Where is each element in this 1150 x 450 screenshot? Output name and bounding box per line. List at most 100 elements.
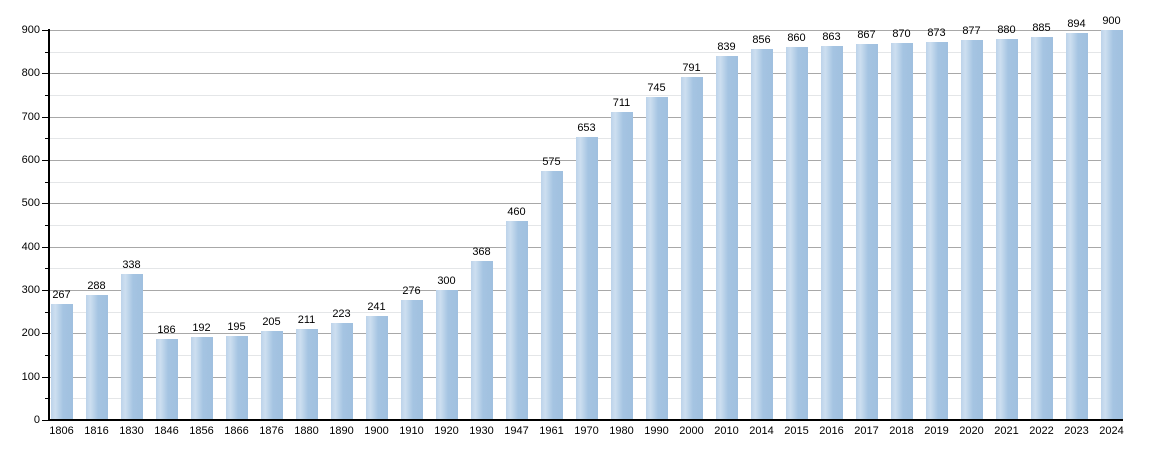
bar-value-label: 856 xyxy=(752,34,771,47)
x-axis-tick-label: 1866 xyxy=(224,425,249,437)
x-axis-tick-label: 1830 xyxy=(119,425,144,437)
x-axis-tick-label: 2021 xyxy=(994,425,1019,437)
bar xyxy=(610,111,633,420)
bar xyxy=(575,137,598,420)
bar xyxy=(470,260,493,420)
bar xyxy=(995,38,1018,420)
y-axis-tick-label: 500 xyxy=(21,197,40,210)
bar xyxy=(225,335,248,420)
bar xyxy=(1100,30,1123,420)
y-axis-line xyxy=(48,29,50,420)
y-axis-minor-tick xyxy=(45,95,49,96)
bar-value-label: 873 xyxy=(927,26,946,39)
x-axis-tick-label: 1846 xyxy=(154,425,179,437)
bar-value-label: 195 xyxy=(227,320,246,333)
bar xyxy=(820,46,843,420)
bar xyxy=(120,273,143,420)
bar-value-label: 241 xyxy=(367,300,386,313)
bar-value-label: 791 xyxy=(682,62,701,75)
bar-value-label: 653 xyxy=(577,122,596,135)
bar-value-label: 192 xyxy=(192,321,211,334)
y-axis-tick xyxy=(42,160,49,161)
bar xyxy=(85,295,108,420)
x-axis-tick-label: 1890 xyxy=(329,425,354,437)
y-axis-minor-tick xyxy=(45,225,49,226)
bar xyxy=(715,56,738,420)
bar xyxy=(1030,36,1053,420)
bar xyxy=(890,43,913,420)
bar-value-label: 867 xyxy=(857,29,876,42)
x-axis-tick-label: 2010 xyxy=(714,425,739,437)
x-axis-tick-label: 2024 xyxy=(1099,425,1124,437)
bar xyxy=(680,77,703,420)
y-axis-tick-label: 0 xyxy=(33,414,40,426)
x-axis-tick-label: 2020 xyxy=(959,425,984,437)
x-axis-tick-label: 1980 xyxy=(609,425,634,437)
bar-value-label: 288 xyxy=(87,280,106,293)
bar-value-label: 338 xyxy=(122,258,141,271)
y-axis-minor-tick xyxy=(45,268,49,270)
bar xyxy=(400,300,423,420)
bar-value-label: 276 xyxy=(402,285,421,298)
bar-value-label: 877 xyxy=(962,24,981,37)
x-axis-line xyxy=(48,419,1123,421)
bar-value-label: 186 xyxy=(157,324,176,337)
y-axis-tick xyxy=(42,203,49,205)
y-axis-tick xyxy=(42,30,49,31)
x-axis-tick-label: 2015 xyxy=(784,425,809,437)
bar-value-label: 575 xyxy=(542,155,561,168)
y-axis-tick-label: 800 xyxy=(21,67,40,80)
y-axis-tick xyxy=(42,116,49,118)
x-axis-tick-label: 1970 xyxy=(574,425,599,437)
bar xyxy=(540,170,563,420)
bar xyxy=(260,331,283,420)
y-axis-minor-tick xyxy=(45,355,49,356)
bar xyxy=(750,49,773,420)
bar-value-label: 839 xyxy=(717,41,736,54)
bar-value-label: 267 xyxy=(52,289,71,302)
bar-value-label: 870 xyxy=(892,28,911,40)
x-axis-tick-label: 1806 xyxy=(49,425,74,437)
x-axis-tick-label: 1920 xyxy=(434,425,459,437)
y-axis-tick-label: 100 xyxy=(21,370,40,383)
x-axis-tick-label: 2017 xyxy=(854,425,879,437)
bar xyxy=(435,290,458,420)
x-axis-tick-label: 1816 xyxy=(84,425,109,437)
bar xyxy=(50,304,73,420)
y-axis-minor-tick xyxy=(45,51,49,53)
bar xyxy=(1065,32,1088,420)
bar-value-label: 211 xyxy=(297,313,316,326)
x-axis-tick-label: 1990 xyxy=(644,425,669,437)
x-axis-tick-label: 2016 xyxy=(819,425,844,437)
x-axis-tick-label: 1880 xyxy=(294,425,319,437)
bar-value-label: 900 xyxy=(1102,15,1121,27)
bar-value-label: 300 xyxy=(437,275,456,287)
y-axis-tick xyxy=(42,333,49,335)
y-axis-tick-label: 600 xyxy=(21,154,40,166)
y-axis-tick xyxy=(42,246,49,248)
x-axis-tick-label: 1910 xyxy=(399,425,424,437)
x-axis-tick-label: 2014 xyxy=(749,425,774,437)
y-axis-tick-label: 700 xyxy=(21,110,40,123)
bar-value-label: 745 xyxy=(647,82,666,95)
y-axis-minor-tick xyxy=(45,181,49,183)
x-axis-tick-label: 2022 xyxy=(1029,425,1054,437)
bar-value-label: 223 xyxy=(332,308,351,321)
x-axis-tick-label: 1876 xyxy=(259,425,284,437)
x-axis-tick-label: 2023 xyxy=(1064,425,1089,437)
x-axis-tick-label: 2018 xyxy=(889,425,914,437)
y-axis-tick-label: 900 xyxy=(21,24,40,36)
y-axis-tick xyxy=(42,290,49,291)
x-axis-tick-label: 1947 xyxy=(504,425,529,437)
bar xyxy=(645,97,668,420)
x-axis-tick-label: 1961 xyxy=(539,425,564,437)
x-axis-tick-label: 2019 xyxy=(924,425,949,437)
bar-value-label: 885 xyxy=(1032,21,1051,34)
bar xyxy=(155,339,178,420)
y-axis-tick xyxy=(42,73,49,75)
bar-value-label: 460 xyxy=(507,205,526,218)
x-axis-tick-label: 1930 xyxy=(469,425,494,437)
bar xyxy=(855,44,878,420)
x-axis-tick-label: 2000 xyxy=(679,425,704,437)
